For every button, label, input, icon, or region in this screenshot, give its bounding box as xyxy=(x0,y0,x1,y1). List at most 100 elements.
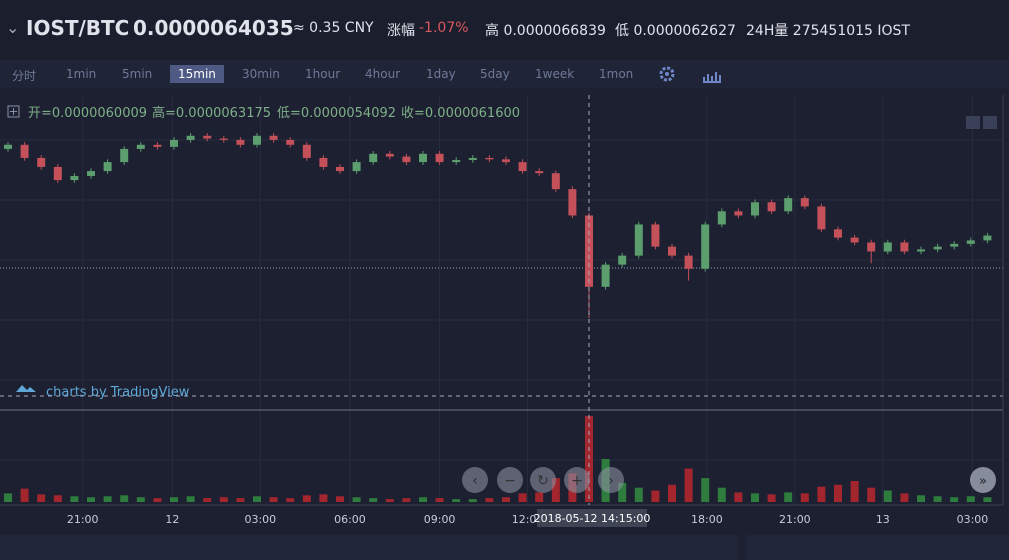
interval[interactable]: 5min xyxy=(122,67,153,81)
candle-body xyxy=(551,173,560,190)
bottom-panel xyxy=(0,535,738,560)
change: -1.07% xyxy=(419,20,469,36)
scroll-right[interactable] xyxy=(970,467,996,493)
candle-body xyxy=(468,157,477,161)
volume-bar xyxy=(551,478,560,502)
volume-bar xyxy=(867,487,876,502)
interval[interactable]: 15min xyxy=(170,65,224,83)
interval[interactable]: 1hour xyxy=(305,67,341,81)
volume-bar xyxy=(402,498,411,502)
candle-body xyxy=(834,229,842,238)
symbol: IOST/BTC xyxy=(26,16,130,40)
candle-body xyxy=(618,255,627,265)
volume-bar xyxy=(784,492,793,502)
nav-button[interactable] xyxy=(462,467,488,493)
volume-bar xyxy=(933,496,942,502)
volume-bar xyxy=(751,493,759,502)
interval[interactable]: 1week xyxy=(535,67,575,81)
volume-bar xyxy=(70,496,79,502)
toolbar: 分时 1min 5min 15min 30min 1hour 4hour 1day 5day 1w… xyxy=(0,60,1009,88)
interval[interactable]: 1mon xyxy=(599,67,634,81)
time-label: 09:00 xyxy=(424,513,456,526)
nav-icon: − xyxy=(504,473,516,489)
candle-body xyxy=(352,162,361,172)
nav-icon: + xyxy=(571,473,583,489)
interval[interactable]: 5day xyxy=(480,67,510,81)
legend-close: 收=0.0000061600 xyxy=(401,106,520,121)
volume-bar xyxy=(203,498,212,502)
time-label: 03:00 xyxy=(957,513,989,526)
interval[interactable]: 1day xyxy=(426,67,456,81)
nav-button[interactable] xyxy=(598,467,624,493)
interval[interactable]: 1min xyxy=(66,67,97,81)
time-label: 12:00 xyxy=(512,513,544,526)
candle-body xyxy=(634,224,643,256)
interval[interactable]: 4hour xyxy=(365,67,401,81)
candle-body xyxy=(87,171,95,176)
candle-body xyxy=(701,224,710,269)
candle-body xyxy=(601,264,610,287)
volume-bar xyxy=(103,496,112,502)
nav-buttons: ‹ − ↻ + › xyxy=(462,467,624,493)
volume-bar xyxy=(850,480,859,502)
volume-bar xyxy=(120,495,129,502)
scroll-right-icon: » xyxy=(979,474,987,489)
candle-body xyxy=(319,157,328,167)
candle-body xyxy=(767,202,776,212)
candle-body xyxy=(668,246,676,256)
pane-button[interactable] xyxy=(966,116,980,129)
candle-body xyxy=(950,243,959,247)
candle-body xyxy=(966,240,975,244)
legend-toggle[interactable] xyxy=(7,105,20,118)
legend-high: 高=0.0000063175 xyxy=(152,105,271,121)
volume-bar xyxy=(253,496,261,502)
candle-body xyxy=(684,255,693,269)
time-label: 18:00 xyxy=(691,513,723,526)
interval[interactable]: 30min xyxy=(242,67,280,81)
volume-bar xyxy=(452,499,461,502)
nav-icon: ↻ xyxy=(537,473,549,489)
pane-button[interactable] xyxy=(983,116,997,129)
candle-body xyxy=(983,235,992,241)
volume-bar xyxy=(668,484,676,502)
candle-body xyxy=(435,153,444,163)
volume-bar xyxy=(950,497,959,502)
volume-bar xyxy=(734,492,743,502)
chevron[interactable]: ⌄ xyxy=(6,18,20,37)
nav-icon: › xyxy=(608,473,614,489)
volume-bar xyxy=(535,492,544,502)
nav-button[interactable] xyxy=(564,467,590,493)
candle-body xyxy=(236,139,245,145)
candle-body xyxy=(253,135,261,145)
legend-open: 开=0.0000060009 xyxy=(28,106,147,121)
time-axis xyxy=(0,505,1009,533)
candle-body xyxy=(485,157,494,160)
volume-bar xyxy=(485,498,494,502)
volume-bar xyxy=(269,497,278,502)
candle-body xyxy=(419,153,427,163)
grid xyxy=(0,139,1003,461)
volume: 24H量 275451015 IOST xyxy=(746,23,910,39)
settings-icon[interactable] xyxy=(659,66,675,82)
candle-body xyxy=(103,162,112,172)
volume-bar xyxy=(186,496,195,502)
volume-bar xyxy=(834,484,842,502)
volume-bar xyxy=(419,497,427,502)
nav-button[interactable] xyxy=(530,467,556,493)
nav-button[interactable] xyxy=(497,467,523,493)
volume-bar xyxy=(634,487,643,502)
volume-bar xyxy=(170,497,178,502)
volume-bar xyxy=(900,493,909,502)
interval[interactable]: 分时 xyxy=(12,69,37,83)
volume-bar xyxy=(319,494,328,502)
candle-body xyxy=(784,198,793,212)
header: ⌄ IOST/BTC 0.0000064035 ≈ 0.35 CNY 涨幅 -1… xyxy=(0,0,1009,62)
volume-bar xyxy=(684,468,693,502)
candle-body xyxy=(734,211,743,216)
candle-body xyxy=(867,242,876,252)
indicators-icon[interactable] xyxy=(703,72,721,83)
volume-bar xyxy=(651,490,660,502)
candle-body xyxy=(817,206,826,230)
